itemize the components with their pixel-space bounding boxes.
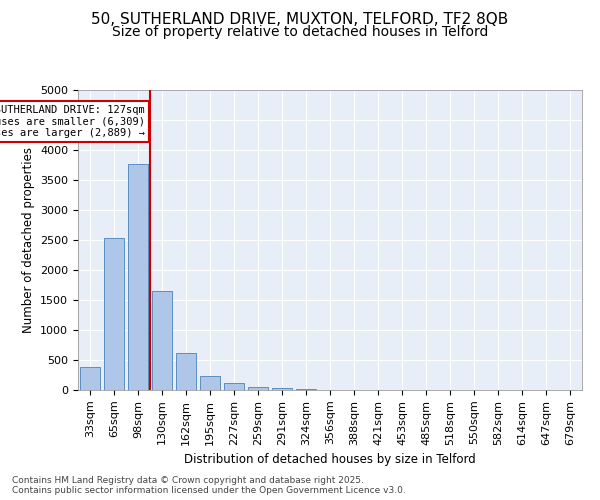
Bar (248, 386, 268, 390)
Y-axis label: Number of detached properties: Number of detached properties (22, 147, 35, 333)
Bar (296, 388, 316, 390)
Text: 50 SUTHERLAND DRIVE: 127sqm
← 68% of detached houses are smaller (6,309)
31% of : 50 SUTHERLAND DRIVE: 127sqm ← 68% of det… (0, 105, 145, 138)
Text: 50, SUTHERLAND DRIVE, MUXTON, TELFORD, TF2 8QB: 50, SUTHERLAND DRIVE, MUXTON, TELFORD, T… (91, 12, 509, 28)
Bar (104, 238, 124, 390)
Text: Size of property relative to detached houses in Telford: Size of property relative to detached ho… (112, 25, 488, 39)
Bar (272, 388, 292, 390)
Bar (128, 164, 148, 390)
Text: Contains HM Land Registry data © Crown copyright and database right 2025.
Contai: Contains HM Land Registry data © Crown c… (12, 476, 406, 495)
Bar (224, 384, 244, 390)
Bar (152, 291, 172, 390)
Bar (80, 367, 100, 390)
X-axis label: Distribution of detached houses by size in Telford: Distribution of detached houses by size … (184, 453, 476, 466)
Bar (200, 376, 220, 390)
Bar (176, 353, 196, 390)
